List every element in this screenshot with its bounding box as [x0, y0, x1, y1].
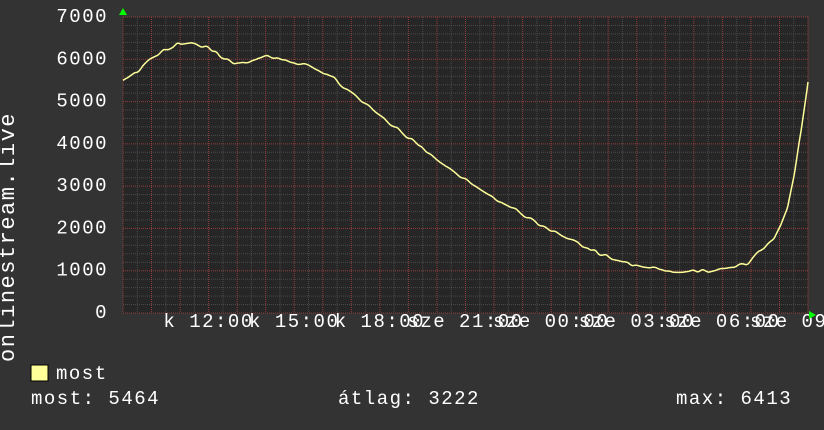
svg-text:6000: 6000 [56, 48, 108, 70]
svg-text:1000: 1000 [56, 260, 108, 282]
svg-text:3000: 3000 [56, 175, 108, 197]
svg-text:most: most [56, 363, 108, 385]
svg-text:4000: 4000 [56, 133, 108, 155]
svg-text:k 12:00: k 12:00 [163, 311, 253, 333]
svg-text:max: 6413: max: 6413 [676, 388, 792, 410]
svg-text:7000: 7000 [56, 6, 108, 28]
svg-text:átlag: 3222: átlag: 3222 [338, 388, 480, 410]
svg-text:5000: 5000 [56, 91, 108, 113]
svg-text:most: 5464: most: 5464 [31, 388, 160, 410]
svg-text:k 15:00: k 15:00 [249, 311, 339, 333]
svg-text:onlinestream.live: onlinestream.live [0, 112, 21, 362]
svg-text:0: 0 [95, 302, 108, 324]
svg-text:2000: 2000 [56, 217, 108, 239]
